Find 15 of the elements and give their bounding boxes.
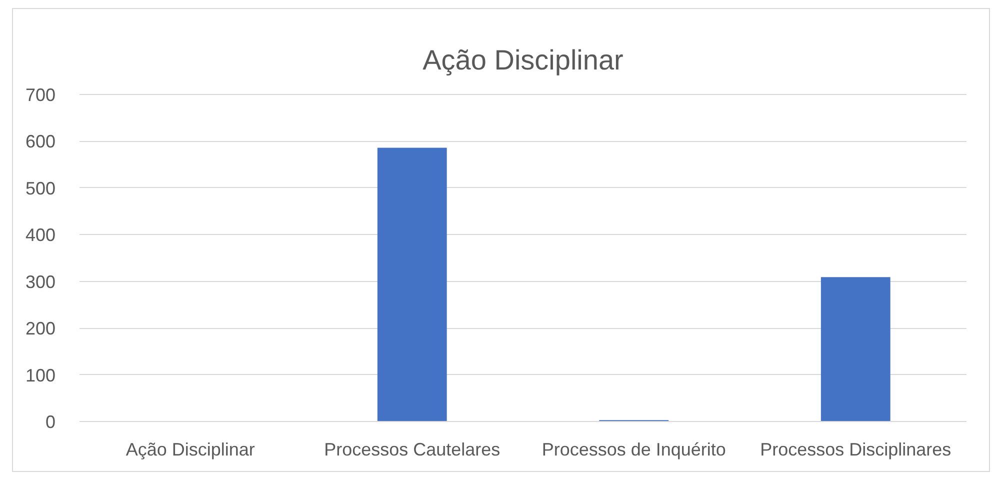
y-tick-label: 0: [45, 412, 56, 432]
x-tick-label: Ação Disciplinar: [126, 440, 255, 460]
y-tick-label: 400: [25, 225, 56, 246]
bar: [820, 277, 890, 422]
y-tick-label: 600: [25, 132, 56, 152]
x-tick-label: Processos Disciplinares: [760, 440, 952, 460]
chart-title: Ação Disciplinar: [422, 44, 624, 76]
x-tick-label: Processos de Inquérito: [542, 440, 726, 460]
y-tick-label: 700: [25, 84, 56, 105]
y-tick-label: 300: [25, 272, 56, 292]
y-tick-label: 200: [25, 318, 56, 339]
y-tick-label: 100: [25, 365, 56, 386]
x-tick-label: Processos Cautelares: [324, 440, 500, 460]
bar: [377, 148, 447, 422]
y-tick-label: 500: [25, 178, 56, 198]
